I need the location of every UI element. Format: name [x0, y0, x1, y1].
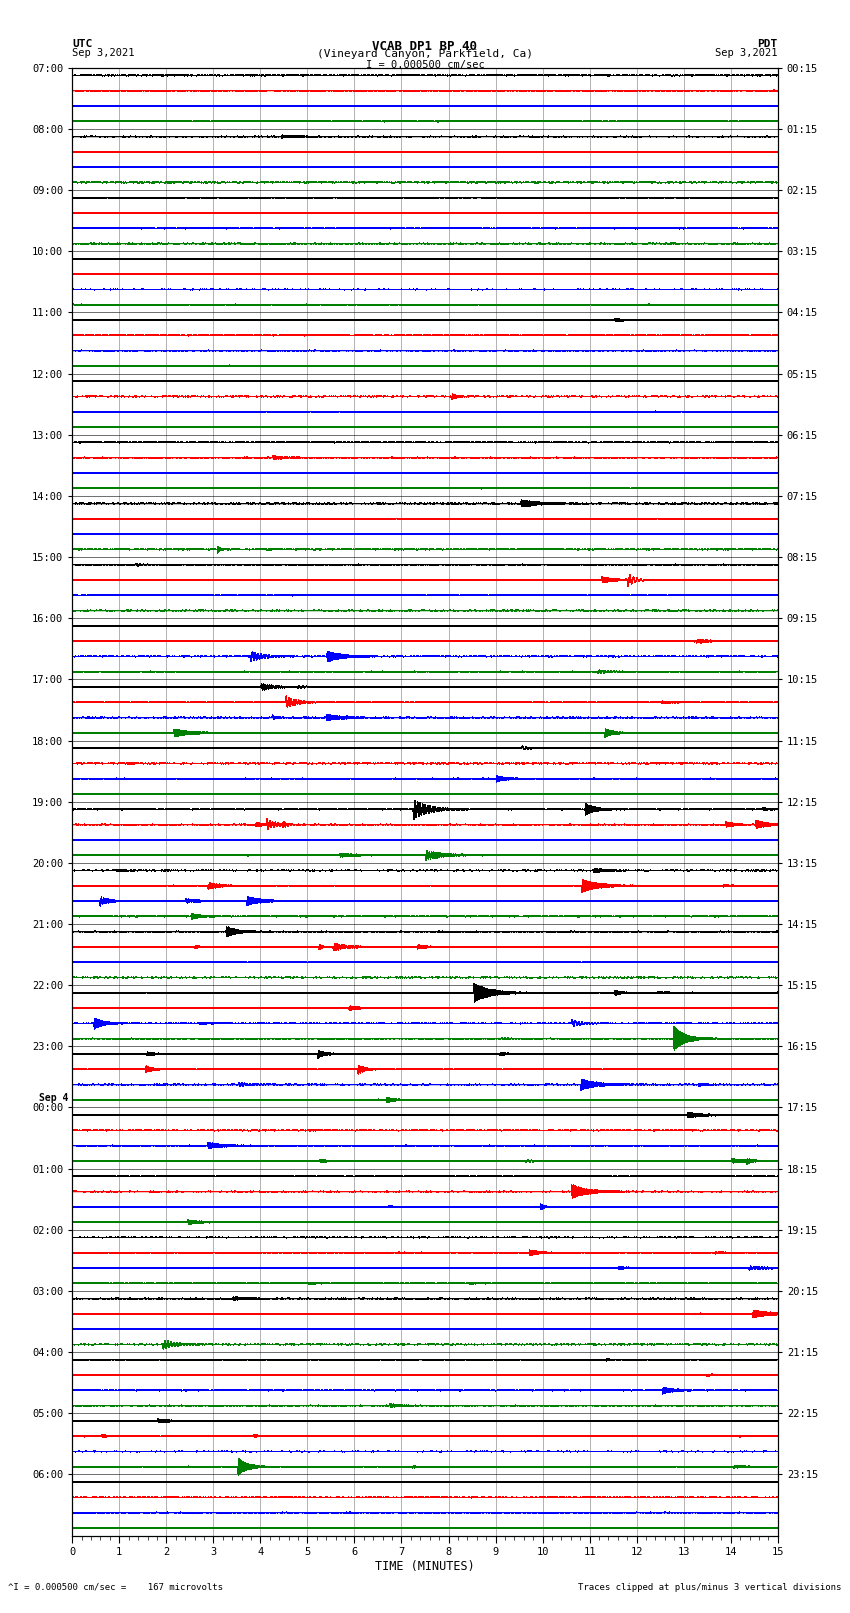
Text: I = 0.000500 cm/sec: I = 0.000500 cm/sec [366, 60, 484, 69]
Text: (Vineyard Canyon, Parkfield, Ca): (Vineyard Canyon, Parkfield, Ca) [317, 50, 533, 60]
Text: Sep 3,2021: Sep 3,2021 [715, 48, 778, 58]
Text: VCAB DP1 BP 40: VCAB DP1 BP 40 [372, 39, 478, 53]
X-axis label: TIME (MINUTES): TIME (MINUTES) [375, 1560, 475, 1573]
Text: ^I = 0.000500 cm/sec =    167 microvolts: ^I = 0.000500 cm/sec = 167 microvolts [8, 1582, 224, 1592]
Text: Traces clipped at plus/minus 3 vertical divisions: Traces clipped at plus/minus 3 vertical … [578, 1582, 842, 1592]
Text: Sep 4: Sep 4 [38, 1092, 68, 1103]
Text: PDT: PDT [757, 39, 778, 48]
Text: UTC: UTC [72, 39, 93, 48]
Text: Sep 3,2021: Sep 3,2021 [72, 48, 135, 58]
